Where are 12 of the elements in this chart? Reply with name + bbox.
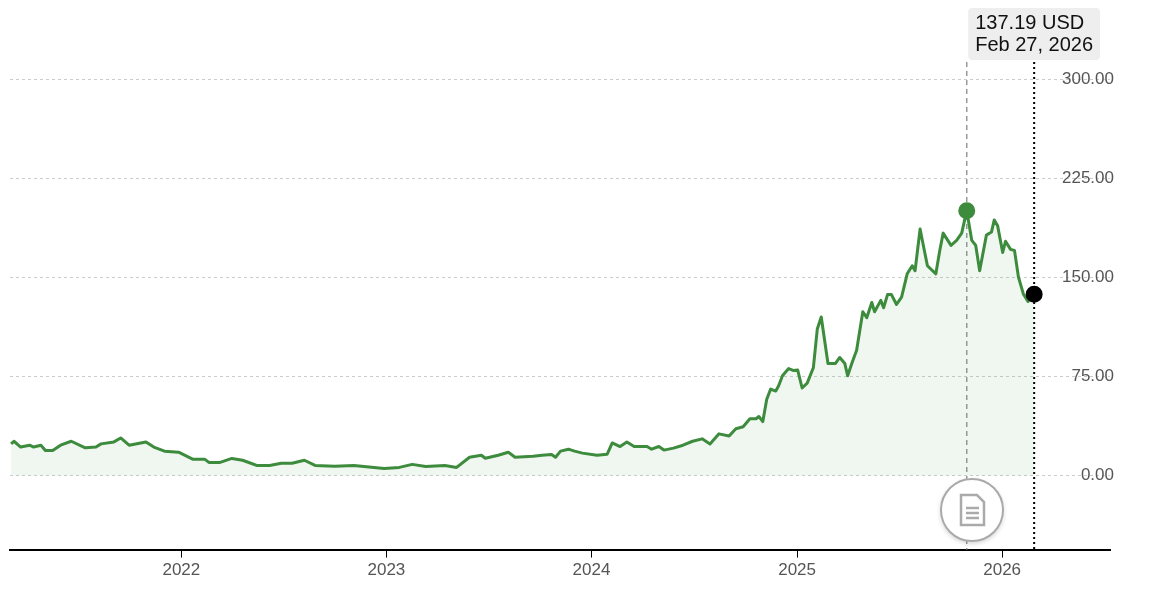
x-tick-label: 2025 — [778, 560, 816, 580]
x-tick-label: 2026 — [983, 560, 1022, 580]
x-tick-label: 2024 — [572, 560, 611, 580]
y-tick-label: 0.00 — [1080, 465, 1114, 485]
text: Feb 27, 2026 — [975, 32, 1094, 55]
x-tick-label: 2022 — [162, 560, 201, 580]
y-tick-label: 225.00 — [1062, 167, 1114, 187]
y-tick-label: 300.00 — [1062, 68, 1114, 88]
text: 137.19 USD — [975, 10, 1085, 33]
y-tick-label: 75.00 — [1071, 366, 1114, 386]
x-tick-label: 2023 — [367, 560, 406, 580]
y-tick-label: 150.00 — [1062, 267, 1114, 287]
